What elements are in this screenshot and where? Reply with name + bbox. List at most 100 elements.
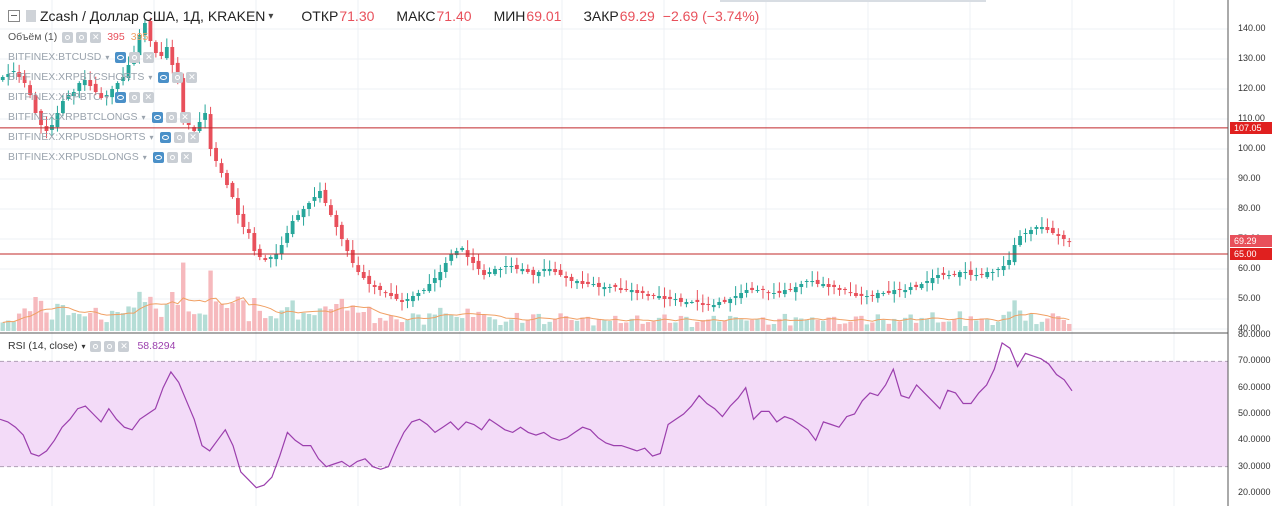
close-icon[interactable]: ✕ <box>180 151 192 163</box>
gear-icon[interactable] <box>62 31 74 43</box>
close-icon[interactable]: ✕ <box>179 111 191 123</box>
candle-body <box>28 85 32 95</box>
settings-icon[interactable] <box>76 31 88 43</box>
candle-body <box>892 290 897 295</box>
candle-body <box>443 263 448 272</box>
legend-item[interactable]: BITFINEX:BTCUSD ▾ ✕ <box>8 47 202 67</box>
chevron-down-icon[interactable]: ▾ <box>141 112 146 122</box>
price-axis-label: 120.00 <box>1238 83 1266 93</box>
gear-icon[interactable] <box>172 71 184 83</box>
volume-bar <box>268 316 273 331</box>
close-icon[interactable]: ✕ <box>186 71 198 83</box>
volume-bar <box>711 315 716 331</box>
volume-bar <box>487 317 492 331</box>
horizontal-lines[interactable] <box>0 127 1228 255</box>
chevron-down-icon[interactable]: ▾ <box>149 132 154 142</box>
volume-bar <box>1028 313 1034 331</box>
eye-icon[interactable] <box>158 71 170 83</box>
candle-body <box>60 101 65 113</box>
volume-bar <box>197 313 202 331</box>
volume-bar <box>744 320 749 331</box>
volume-label[interactable]: Объём (1) <box>8 31 58 43</box>
candle-body <box>728 299 733 304</box>
price-tag: 65.00 <box>1230 248 1272 260</box>
close-icon[interactable]: ✕ <box>143 51 155 63</box>
candle-body <box>1050 227 1055 233</box>
close-icon[interactable]: ✕ <box>142 91 154 103</box>
candle-body <box>143 23 147 35</box>
volume-value: 395 <box>107 31 125 43</box>
volume-bar <box>235 296 241 331</box>
legend-item-label[interactable]: BITFINEX:XRPUSDSHORTS <box>8 131 146 143</box>
volume-bar <box>317 308 323 331</box>
candle-body <box>717 302 722 305</box>
chevron-down-icon[interactable]: ▾ <box>104 92 109 102</box>
candle-body <box>821 284 826 287</box>
gear-icon[interactable] <box>129 51 141 63</box>
rsi-label[interactable]: RSI (14, close) <box>8 340 78 352</box>
legend-item[interactable]: BITFINEX:XRPBTC ▾ ✕ <box>8 87 202 107</box>
legend-item-label[interactable]: BITFINEX:XRPBTCSHORTS <box>8 71 145 83</box>
volume-bar <box>919 317 924 331</box>
volume-bar <box>142 302 148 331</box>
legend-item[interactable]: BITFINEX:XRPUSDSHORTS ▾ ✕ <box>8 127 202 147</box>
collapse-icon[interactable] <box>8 10 20 22</box>
eye-icon[interactable] <box>115 51 127 63</box>
volume-bar <box>170 292 175 331</box>
chevron-down-icon[interactable]: ▾ <box>81 341 86 351</box>
legend-item-label[interactable]: BITFINEX:XRPUSDLONGS <box>8 151 139 163</box>
chevron-down-icon[interactable]: ▾ <box>105 52 110 62</box>
candle-body <box>427 284 432 292</box>
candle-body <box>350 249 355 263</box>
eye-icon[interactable] <box>90 340 102 352</box>
legend-item[interactable]: BITFINEX:XRPBTCSHORTS ▾ ✕ <box>8 67 202 87</box>
legend-item-label[interactable]: BITFINEX:XRPBTC <box>8 91 101 103</box>
volume-bar <box>88 313 93 331</box>
volume-bar <box>443 313 448 331</box>
candle-body <box>82 80 87 86</box>
chevron-down-icon[interactable]: ▾ <box>148 72 153 82</box>
legend-item[interactable]: BITFINEX:XRPBTCLONGS ▾ ✕ <box>8 107 202 127</box>
volume-bar <box>689 327 695 331</box>
close-icon[interactable]: ✕ <box>118 340 130 352</box>
candle-body <box>493 269 497 275</box>
candle-body <box>591 284 596 286</box>
gear-icon[interactable] <box>104 340 116 352</box>
volume-bar <box>1056 316 1061 331</box>
volume-bar <box>892 318 897 331</box>
candle-body <box>908 287 913 290</box>
gear-icon[interactable] <box>173 131 185 143</box>
candle-body <box>230 182 235 197</box>
chevron-down-icon[interactable]: ▾ <box>268 10 274 22</box>
volume-bar <box>875 314 881 331</box>
close-icon[interactable]: ✕ <box>90 31 102 43</box>
candle-body <box>170 47 175 65</box>
candle-body <box>640 290 645 293</box>
candle-body <box>596 282 601 287</box>
legend-item-label[interactable]: BITFINEX:BTCUSD <box>8 51 102 63</box>
gear-icon[interactable] <box>128 91 140 103</box>
chevron-down-icon[interactable]: ▾ <box>142 152 147 162</box>
candle-body <box>121 77 125 81</box>
eye-icon[interactable] <box>114 91 126 103</box>
close-label: ЗАКР <box>583 8 619 24</box>
eye-icon[interactable] <box>151 111 163 123</box>
high-label: МАКС <box>396 8 436 24</box>
eye-icon[interactable] <box>152 151 164 163</box>
legend-item[interactable]: BITFINEX:XRPUSDLONGS ▾ ✕ <box>8 147 202 167</box>
candle-body <box>159 51 164 56</box>
volume-bar <box>574 320 580 331</box>
close-icon[interactable]: ✕ <box>187 131 199 143</box>
volume-bar <box>312 315 317 331</box>
eye-icon[interactable] <box>159 131 171 143</box>
gear-icon[interactable] <box>165 111 177 123</box>
candle-body <box>864 296 869 298</box>
candle-body <box>700 303 705 305</box>
volume-bar <box>372 323 377 331</box>
candle-body <box>268 257 273 259</box>
legend-item-label[interactable]: BITFINEX:XRPBTCLONGS <box>8 111 138 123</box>
symbol-name[interactable]: Zcash / Доллар США, 1Д, KRAKEN <box>40 8 266 24</box>
price-axis-label: 80.00 <box>1238 203 1261 213</box>
gear-icon[interactable] <box>166 151 178 163</box>
